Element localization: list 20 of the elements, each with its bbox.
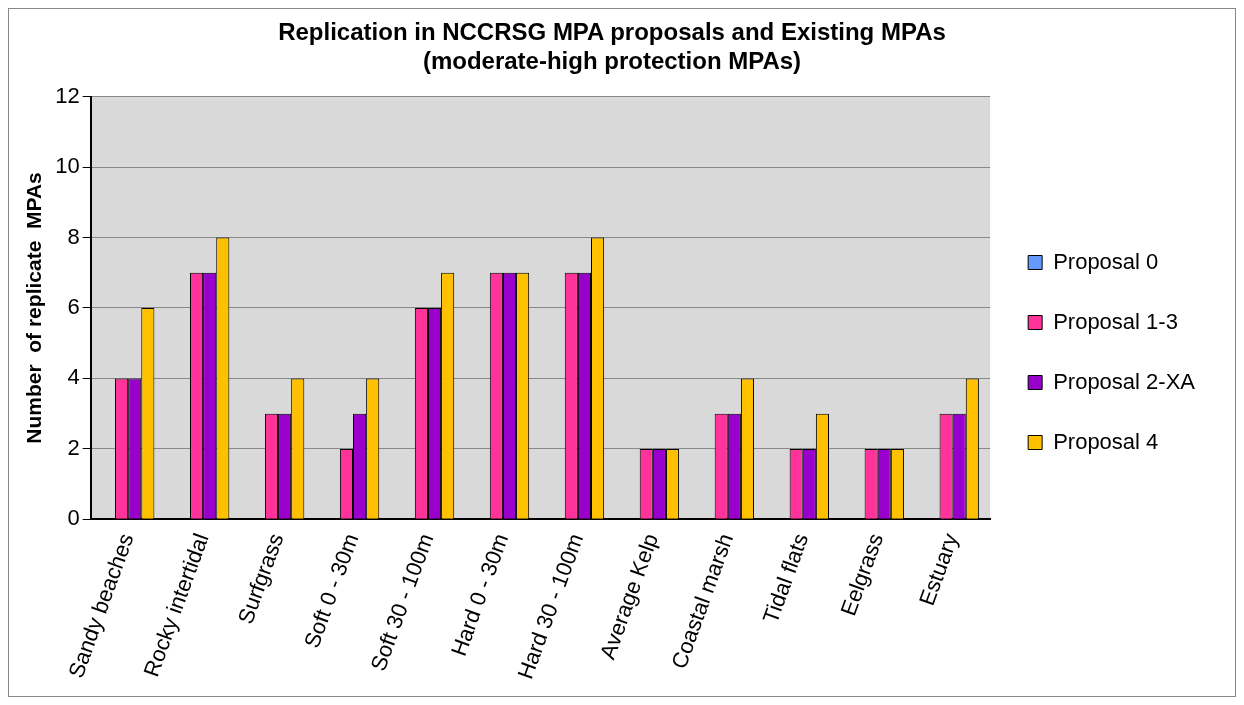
y-axis-title: Number of replicate MPAs xyxy=(22,172,46,444)
legend-label: Proposal 0 xyxy=(1053,248,1159,274)
y-tick-label: 2 xyxy=(67,434,80,460)
legend-label: Proposal 2-XA xyxy=(1053,368,1196,394)
y-tick-label: 6 xyxy=(67,294,80,320)
text: (moderate-high protection MPAs) xyxy=(422,46,802,74)
y-tick-label: 12 xyxy=(55,82,80,108)
x-tick-label: Soft 30 - 100m xyxy=(365,530,439,675)
x-tick-label: Soft 0 - 30m xyxy=(298,530,364,652)
x-tick-label: Tidal flats xyxy=(757,530,814,627)
y-tick-label: 0 xyxy=(67,505,80,531)
text: Replication in NCCRSG MPA proposals and Existing MPAs xyxy=(278,18,946,46)
y-tick-label: 4 xyxy=(67,364,80,390)
legend-label: Proposal 1-3 xyxy=(1053,308,1178,334)
x-tick-label: Hard 0 - 30m xyxy=(445,530,514,660)
x-tick-label: Coastal marsh xyxy=(666,530,739,672)
x-tick-label: Hard 30 - 100m xyxy=(512,530,589,683)
y-tick-label: 8 xyxy=(67,223,80,249)
legend-label: Proposal 4 xyxy=(1053,428,1159,454)
y-tick-label: 10 xyxy=(55,153,80,179)
